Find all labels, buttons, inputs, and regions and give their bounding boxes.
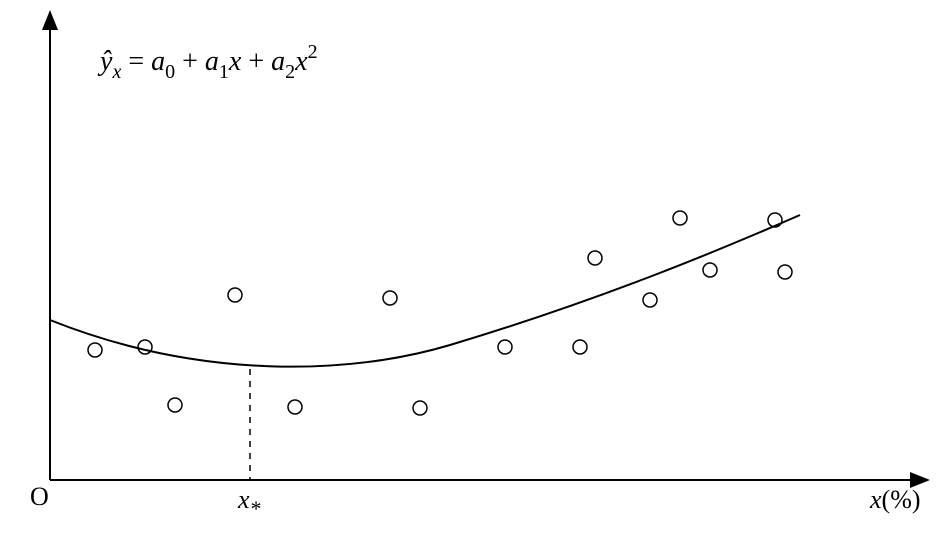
regression-scatter-chart: O x* x(%) ŷx = a0 + a1x + a2x2	[0, 0, 949, 539]
scatter-point	[673, 211, 687, 225]
scatter-point	[88, 343, 102, 357]
scatter-point	[288, 400, 302, 414]
scatter-point	[498, 340, 512, 354]
origin-label: O	[30, 482, 49, 511]
axes	[42, 10, 930, 488]
scatter-point	[778, 265, 792, 279]
scatter-point	[168, 398, 182, 412]
scatter-point	[138, 340, 152, 354]
y-axis-arrow	[42, 10, 58, 30]
scatter-points	[88, 211, 792, 415]
scatter-point	[588, 251, 602, 265]
regression-curve	[50, 215, 800, 367]
x-axis-label: x(%)	[869, 485, 921, 514]
x-star-label: x*	[237, 485, 261, 521]
scatter-point	[643, 293, 657, 307]
scatter-point	[383, 291, 397, 305]
scatter-point	[703, 263, 717, 277]
scatter-point	[228, 288, 242, 302]
chart-container: O x* x(%) ŷx = a0 + a1x + a2x2	[0, 0, 949, 539]
scatter-point	[413, 401, 427, 415]
equation-label: ŷx = a0 + a1x + a2x2	[97, 41, 318, 83]
scatter-point	[573, 340, 587, 354]
